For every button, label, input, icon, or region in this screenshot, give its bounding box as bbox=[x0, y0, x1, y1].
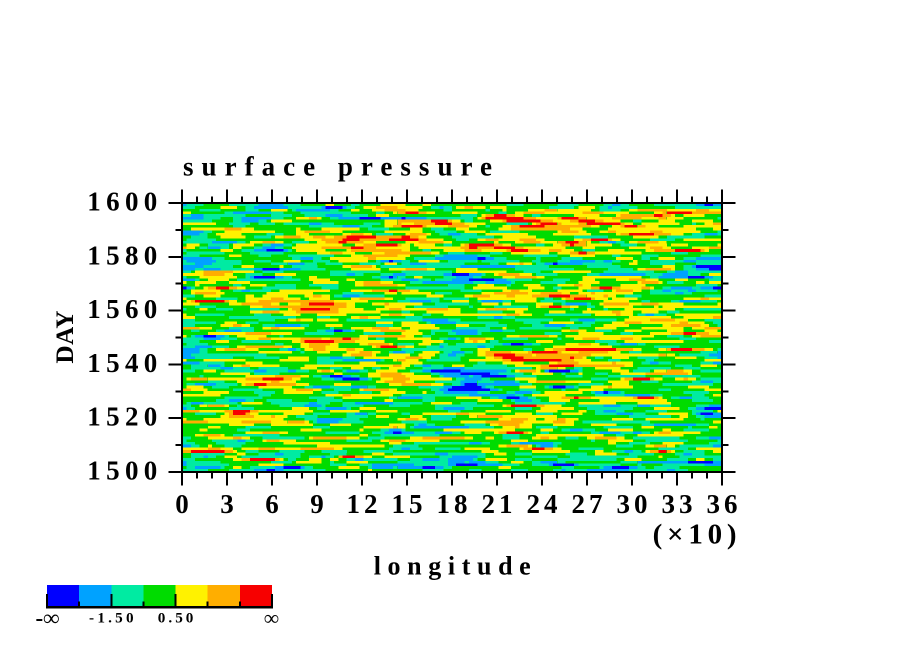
svg-text:∞: ∞ bbox=[264, 606, 279, 630]
svg-text:1520: 1520 bbox=[87, 402, 157, 432]
svg-text:9: 9 bbox=[310, 489, 324, 519]
svg-text:1560: 1560 bbox=[87, 294, 157, 324]
svg-text:(×10): (×10) bbox=[653, 519, 737, 551]
svg-text:33: 33 bbox=[662, 489, 693, 519]
svg-text:3: 3 bbox=[220, 489, 234, 519]
svg-text:1580: 1580 bbox=[87, 240, 157, 270]
svg-text:6: 6 bbox=[265, 489, 279, 519]
svg-text:1500: 1500 bbox=[87, 456, 157, 486]
svg-text:30: 30 bbox=[617, 489, 648, 519]
svg-text:0: 0 bbox=[175, 489, 189, 519]
svg-text:-1.50: -1.50 bbox=[89, 609, 134, 626]
svg-text:1600: 1600 bbox=[87, 187, 157, 217]
svg-text:24: 24 bbox=[527, 489, 558, 519]
svg-text:36: 36 bbox=[707, 489, 738, 519]
svg-text:15: 15 bbox=[392, 489, 423, 519]
svg-text:1540: 1540 bbox=[87, 348, 157, 378]
svg-text:-∞: -∞ bbox=[35, 605, 59, 630]
svg-text:surface pressure: surface pressure bbox=[183, 152, 492, 182]
svg-text:21: 21 bbox=[482, 489, 513, 519]
svg-text:DAY: DAY bbox=[52, 311, 79, 364]
svg-text:27: 27 bbox=[572, 489, 603, 519]
svg-text:12: 12 bbox=[347, 489, 378, 519]
svg-text:0.50: 0.50 bbox=[158, 609, 194, 626]
svg-text:longitude: longitude bbox=[374, 552, 531, 581]
svg-text:18: 18 bbox=[437, 489, 468, 519]
